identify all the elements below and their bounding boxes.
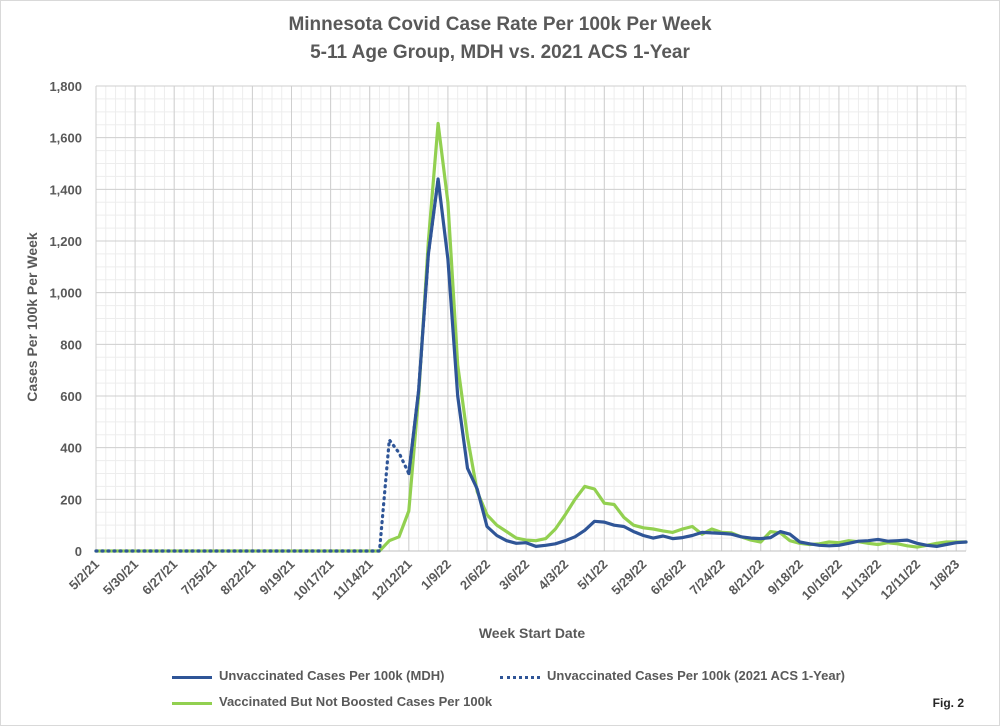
- chart-subtitle: 5-11 Age Group, MDH vs. 2021 ACS 1-Year: [310, 42, 690, 63]
- legend-item-mdh: Unvaccinated Cases Per 100k (MDH): [172, 668, 492, 686]
- legend-label-mdh: Unvaccinated Cases Per 100k (MDH): [219, 668, 445, 683]
- x-tick-label: 2/6/22: [457, 557, 493, 593]
- legend-label-vaccinated: Vaccinated But Not Boosted Cases Per 100…: [219, 694, 493, 709]
- x-tick-label: 6/26/22: [647, 557, 688, 598]
- y-tick-label: 1,400: [49, 182, 82, 197]
- x-tick-label: 7/25/21: [178, 557, 219, 598]
- x-tick-labels: 5/2/215/30/216/27/217/25/218/22/219/19/2…: [66, 557, 962, 603]
- y-tick-label: 1,600: [49, 131, 82, 146]
- gridlines: [95, 85, 967, 552]
- y-tick-label: 400: [60, 441, 82, 456]
- figure-label: Fig. 2: [932, 696, 964, 710]
- x-tick-label: 12/12/21: [369, 557, 415, 603]
- x-tick-label: 3/6/22: [496, 557, 532, 593]
- chart-title: Minnesota Covid Case Rate Per 100k Per W…: [288, 14, 712, 35]
- legend-swatch-mdh: [172, 676, 212, 679]
- x-tick-label: 10/16/22: [799, 557, 845, 603]
- x-tick-label: 5/2/21: [66, 557, 102, 593]
- y-tick-label: 1,000: [49, 286, 82, 301]
- x-tick-label: 6/27/21: [139, 557, 180, 598]
- y-tick-label: 800: [60, 337, 82, 352]
- x-tick-label: 5/1/22: [574, 557, 610, 593]
- y-tick-label: 1,800: [49, 79, 82, 94]
- legend-swatch-vaccinated: [172, 702, 212, 705]
- y-axis-label: Cases Per 100k Per Week: [24, 232, 40, 402]
- x-tick-label: 1/8/23: [926, 557, 962, 593]
- x-tick-label: 5/30/21: [100, 557, 141, 598]
- y-tick-label: 1,200: [49, 234, 82, 249]
- series-line-acs: [94, 177, 440, 553]
- series-lines: [94, 121, 968, 553]
- y-tick-label: 200: [60, 492, 82, 507]
- x-tick-label: 12/11/22: [877, 557, 923, 603]
- y-tick-label: 0: [75, 544, 82, 559]
- x-tick-label: 10/17/21: [290, 557, 336, 603]
- legend-label-acs: Unvaccinated Cases Per 100k (2021 ACS 1-…: [547, 668, 845, 683]
- legend-swatch-acs: [500, 676, 540, 679]
- x-tick-label: 11/13/22: [838, 557, 884, 603]
- y-tick-label: 600: [60, 389, 82, 404]
- x-tick-label: 4/3/22: [535, 557, 571, 593]
- legend-item-vaccinated: Vaccinated But Not Boosted Cases Per 100…: [172, 694, 532, 712]
- series-line-vaccinated: [94, 121, 968, 553]
- y-tick-labels: 0 200 400 600 800 1,000 1,200 1,400 1,600 1,800: [49, 79, 82, 559]
- x-tick-label: 7/24/22: [686, 557, 727, 598]
- series-line-mdh: [407, 177, 968, 548]
- x-tick-label: 5/29/22: [608, 557, 649, 598]
- x-tick-label: 1/9/22: [418, 557, 454, 593]
- x-tick-label: 8/21/22: [726, 557, 767, 598]
- x-tick-label: 8/22/21: [217, 557, 258, 598]
- x-axis-label: Week Start Date: [479, 625, 586, 641]
- x-tick-label: 11/14/21: [330, 557, 376, 603]
- legend-item-acs: Unvaccinated Cases Per 100k (2021 ACS 1-…: [500, 668, 880, 686]
